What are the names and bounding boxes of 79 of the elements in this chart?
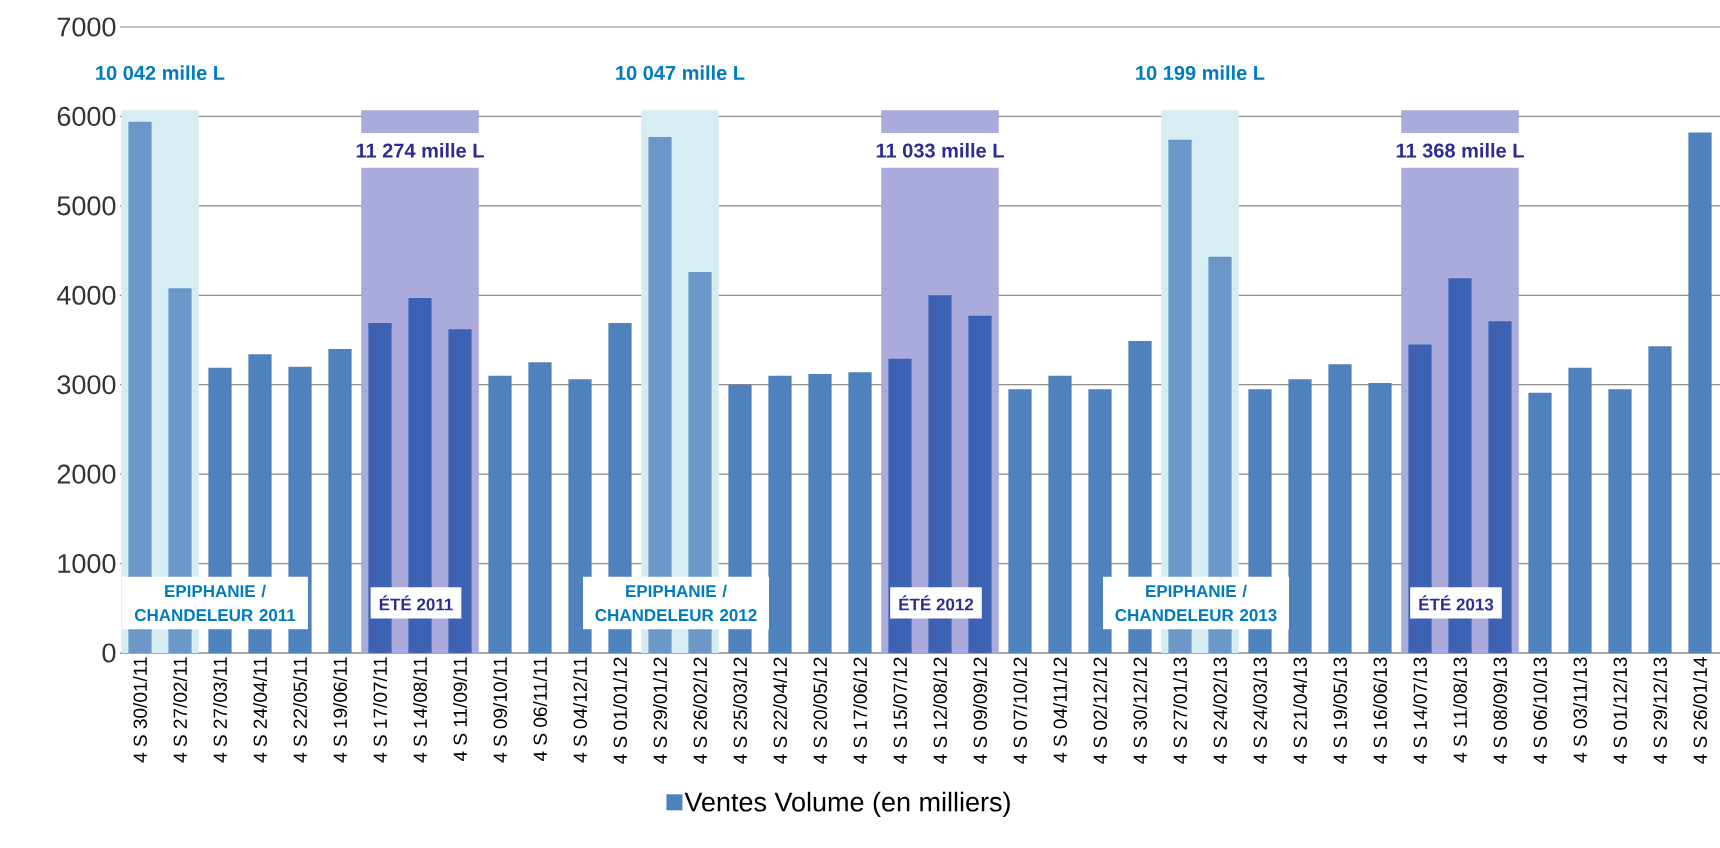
annotation: 10 042 mille L xyxy=(96,65,225,81)
x-tick-label: 4 S 14/07/13 xyxy=(1413,657,1427,764)
annotation: 11 033 mille L xyxy=(876,142,1004,158)
x-tick-label: 4 S 03/11/13 xyxy=(1573,657,1587,763)
x-tick-label: 4 S 25/03/12 xyxy=(733,657,747,764)
x-tick-label: 4 S 24/04/11 xyxy=(253,657,267,763)
annotation: 10 047 mille L xyxy=(616,65,745,81)
x-tick-label: 4 S 16/06/13 xyxy=(1373,657,1387,764)
bar xyxy=(1368,382,1392,653)
x-tick-label: 4 S 24/03/13 xyxy=(1253,657,1267,764)
bar xyxy=(1568,367,1592,653)
x-tick-label: 4 S 11/09/11 xyxy=(453,657,467,762)
x-tick-label: 4 S 08/09/13 xyxy=(1493,657,1507,764)
bar xyxy=(328,348,352,653)
y-tick-label: 3000 xyxy=(57,375,116,395)
x-tick-label: 4 S 09/09/12 xyxy=(973,657,987,764)
bar xyxy=(1048,375,1072,653)
band-label: EPIPHANIE / CHANDELEUR 2013 xyxy=(1115,584,1277,622)
band-label: EPIPHANIE / CHANDELEUR 2011 xyxy=(134,584,296,622)
annotation: 10 199 mille L xyxy=(1136,65,1265,81)
x-tick-label: 4 S 26/02/12 xyxy=(693,657,707,764)
x-tick-label: 4 S 19/05/13 xyxy=(1333,657,1347,764)
bar xyxy=(1528,392,1552,653)
x-tick-label: 4 S 04/11/12 xyxy=(1053,657,1067,763)
x-tick-label: 4 S 22/04/12 xyxy=(773,657,787,764)
x-tick-label: 4 S 27/02/11 xyxy=(173,657,187,763)
annotation: 11 274 mille L xyxy=(356,142,484,158)
bar xyxy=(1688,132,1712,653)
bar xyxy=(768,375,792,653)
y-tick-label: 0 xyxy=(102,643,116,663)
bar xyxy=(488,375,512,653)
band-label: EPIPHANIE / CHANDELEUR 2012 xyxy=(595,584,757,622)
x-tick-label: 4 S 07/10/12 xyxy=(1013,657,1027,764)
bar xyxy=(1088,389,1112,653)
band-label: ÉTÉ 2011 xyxy=(379,595,453,611)
bar xyxy=(808,373,832,653)
x-tick-label: 4 S 20/05/12 xyxy=(813,657,827,764)
y-tick-label: 6000 xyxy=(57,106,116,126)
x-tick-label: 4 S 24/02/13 xyxy=(1213,657,1227,764)
y-tick-label: 5000 xyxy=(57,196,116,216)
bar xyxy=(568,379,592,653)
bar xyxy=(528,362,552,653)
x-tick-label: 4 S 09/10/11 xyxy=(493,657,507,763)
x-tick-label: 4 S 01/01/12 xyxy=(613,657,627,764)
x-tick-label: 4 S 15/07/12 xyxy=(893,657,907,764)
band-label: ÉTÉ 2012 xyxy=(899,595,974,611)
x-tick-label: 4 S 30/12/12 xyxy=(1133,657,1147,764)
y-tick-label: 4000 xyxy=(57,285,116,305)
x-tick-label: 4 S 06/11/11 xyxy=(533,657,547,762)
legend-label: Ventes Volume (en milliers) xyxy=(684,791,1010,817)
x-tick-label: 4 S 04/12/11 xyxy=(573,657,587,763)
bar xyxy=(848,372,872,653)
y-tick-label: 1000 xyxy=(58,554,116,574)
x-tick-label: 4 S 12/08/12 xyxy=(933,657,947,764)
x-tick-label: 4 S 01/12/13 xyxy=(1613,657,1627,764)
x-tick-label: 4 S 26/01/14 xyxy=(1693,657,1707,764)
bar xyxy=(1328,364,1352,653)
x-tick-label: 4 S 11/08/13 xyxy=(1453,657,1467,763)
x-tick-label: 4 S 21/04/13 xyxy=(1293,657,1307,764)
y-tick-label: 2000 xyxy=(57,464,116,484)
x-tick-label: 4 S 02/12/12 xyxy=(1093,657,1107,764)
x-tick-label: 4 S 06/10/13 xyxy=(1533,657,1547,764)
x-tick-label: 4 S 19/06/11 xyxy=(333,657,347,763)
x-tick-label: 4 S 17/06/12 xyxy=(853,657,867,764)
x-tick-label: 4 S 17/07/11 xyxy=(373,657,387,763)
bar xyxy=(1288,379,1312,653)
x-tick-label: 4 S 14/08/11 xyxy=(413,657,427,763)
x-tick-label: 4 S 22/05/11 xyxy=(293,657,307,763)
bar xyxy=(1648,346,1672,653)
bar xyxy=(1608,389,1632,653)
x-tick-label: 4 S 30/01/11 xyxy=(133,657,147,763)
x-tick-label: 4 S 27/03/11 xyxy=(213,657,227,763)
x-tick-label: 4 S 27/01/13 xyxy=(1173,657,1187,764)
y-tick-label: 7000 xyxy=(57,17,116,37)
band-label: ÉTÉ 2013 xyxy=(1419,595,1494,611)
bar xyxy=(1008,389,1032,653)
x-tick-label: 4 S 29/01/12 xyxy=(653,657,667,764)
annotation: 11 368 mille L xyxy=(1396,142,1524,158)
x-tick-label: 4 S 29/12/13 xyxy=(1653,657,1667,764)
